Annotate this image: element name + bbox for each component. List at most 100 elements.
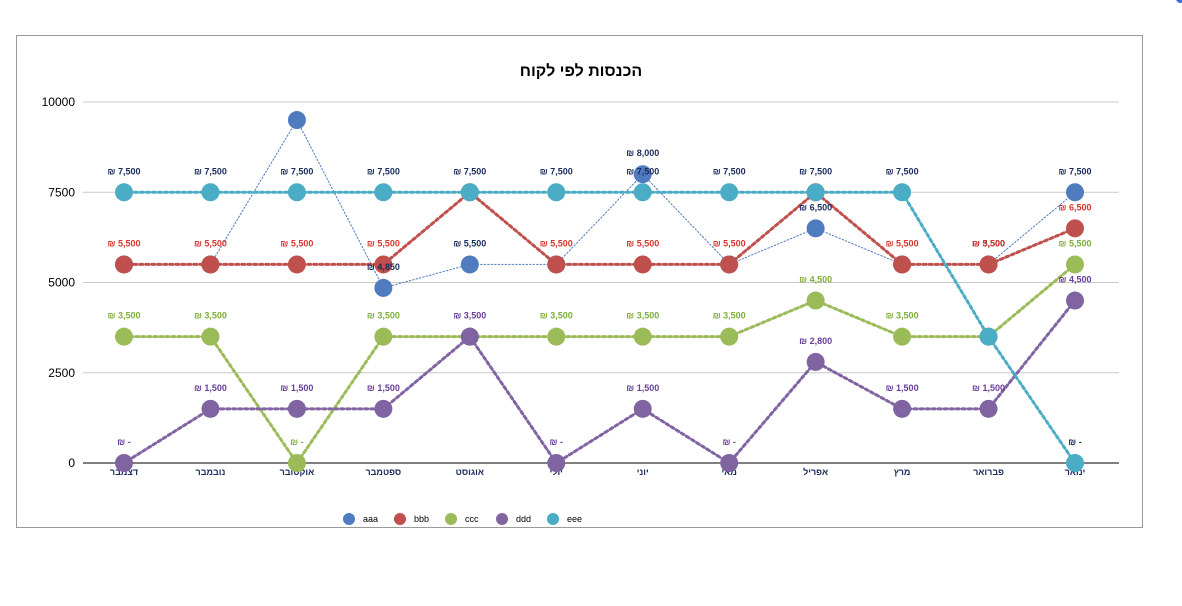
legend-item-bbb[interactable]: bbb (394, 513, 429, 525)
data-label-eee: ₪ 7,500 (886, 166, 919, 176)
y-tick-label: 5000 (48, 276, 75, 290)
data-label-aaa: ₪ 7,500 (1059, 166, 1092, 176)
data-label-ddd: ₪ 3,500 (453, 311, 486, 321)
y-tick-label: 0 (68, 456, 75, 470)
x-tick-label: נובמבר (196, 467, 226, 477)
legend-item-eee[interactable]: eee (547, 513, 582, 525)
x-tick-label: ספטמבר (365, 467, 401, 477)
x-tick-label: מרץ (894, 467, 911, 477)
legend-label-aaa: aaa (363, 514, 378, 524)
data-point-ccc (720, 327, 739, 346)
data-label-ccc: ₪ 3,500 (713, 311, 746, 321)
data-label-eee: ₪ 7,500 (367, 166, 400, 176)
data-point-bbb (201, 255, 220, 274)
data-point-aaa (1066, 183, 1084, 202)
data-point-eee (979, 327, 998, 346)
series-line-ddd (122, 299, 1077, 466)
data-label-ccc: ₪ 3,500 (367, 311, 400, 321)
x-tick-label: פברואר (973, 467, 1004, 477)
data-point-ddd (633, 399, 652, 418)
data-point-ccc (115, 327, 133, 346)
legend-label-ddd: ddd (516, 514, 531, 524)
data-label-ddd: ₪ 1,500 (886, 383, 919, 393)
data-label-ccc: ₪ - (290, 437, 303, 447)
data-point-ddd (460, 327, 479, 346)
data-point-eee (287, 183, 306, 202)
data-label-bbb: ₪ 5,500 (886, 238, 919, 248)
data-point-ccc (201, 327, 220, 346)
data-point-bbb (633, 255, 652, 274)
data-label-eee: ₪ 7,500 (108, 166, 141, 176)
data-label-aaa: ₪ 8,000 (626, 148, 659, 158)
data-point-ddd (287, 399, 306, 418)
data-label-bbb: ₪ 5,500 (972, 238, 1005, 248)
data-label-ccc: ₪ 4,500 (799, 275, 832, 285)
data-point-aaa (287, 111, 306, 130)
data-point-ccc (547, 327, 566, 346)
data-label-bbb: ₪ 6,500 (1059, 202, 1092, 212)
data-label-ddd: ₪ 4,500 (1059, 275, 1092, 285)
legend[interactable]: aaa bbb ccc ddd eee (343, 513, 582, 525)
series-plot-area (115, 111, 1084, 472)
data-point-bbb (893, 255, 912, 274)
data-label-ccc: ₪ 3,500 (626, 311, 659, 321)
legend-label-eee: eee (567, 514, 582, 524)
data-point-bbb (115, 255, 133, 274)
data-label-bbb: ₪ 5,500 (540, 238, 573, 248)
x-tick-label: יוני (637, 467, 649, 477)
legend-item-aaa[interactable]: aaa (343, 513, 378, 525)
data-label-ddd: ₪ 1,500 (194, 383, 227, 393)
data-point-ddd (1066, 291, 1084, 310)
data-point-ddd (115, 454, 133, 472)
data-label-eee: ₪ 7,500 (713, 166, 746, 176)
data-point-ddd (806, 352, 825, 371)
data-label-eee: ₪ 7,500 (280, 166, 313, 176)
legend-label-ccc: ccc (465, 514, 479, 524)
data-label-eee: ₪ 7,500 (453, 166, 486, 176)
data-point-eee (115, 183, 133, 202)
y-axis-ticks: 0 2500 5000 7500 10000 (42, 95, 76, 470)
data-point-eee (633, 183, 652, 202)
data-point-eee (1066, 454, 1084, 472)
data-label-ddd: ₪ - (722, 437, 735, 447)
legend-item-ccc[interactable]: ccc (445, 513, 479, 525)
data-label-aaa: ₪ 6,500 (799, 202, 832, 212)
data-label-ddd: ₪ - (117, 437, 130, 447)
series-line-bbb (122, 190, 1077, 266)
data-label-aaa: ₪ 4,850 (367, 262, 400, 272)
legend-marker-ccc (445, 513, 457, 525)
x-axis-ticks: ינוארפברוארמרץאפרילמאייונייוליאוגוסטספטמ… (110, 467, 1085, 477)
legend-label-bbb: bbb (414, 514, 429, 524)
data-point-bbb (1066, 219, 1084, 238)
data-point-ccc (1066, 255, 1084, 274)
data-label-bbb: ₪ 5,500 (194, 238, 227, 248)
data-point-aaa (460, 255, 479, 274)
data-point-bbb (374, 255, 393, 274)
series-line-aaa (123, 119, 1076, 289)
data-point-eee (893, 183, 912, 202)
data-point-bbb (979, 255, 998, 274)
data-labels: ₪ 7,500 ₪ 3,500 ₪ 6,500 ₪ 8,000 ₪ 5,500 ₪ 4,8… (108, 148, 1092, 447)
data-point-bbb (720, 255, 739, 274)
data-point-bbb (287, 255, 306, 274)
data-point-ddd (979, 399, 998, 418)
data-label-eee: ₪ 7,500 (799, 166, 832, 176)
data-point-aaa (374, 278, 393, 297)
data-label-ccc: ₪ 3,500 (886, 311, 919, 321)
legend-item-ddd[interactable]: ddd (496, 513, 531, 525)
series-line-eee (122, 190, 1077, 465)
data-label-bbb: ₪ 5,500 (108, 238, 141, 248)
y-tick-label: 7500 (48, 185, 75, 199)
x-tick-label: אפריל (803, 467, 828, 477)
data-point-eee (374, 183, 393, 202)
data-point-ddd (893, 399, 912, 418)
data-label-eee: ₪ 7,500 (194, 166, 227, 176)
data-point-eee (720, 183, 739, 202)
data-point-aaa (633, 165, 652, 184)
data-label-eee: ₪ 7,500 (540, 166, 573, 176)
data-point-ddd (201, 399, 220, 418)
data-label-eee: ₪ 7,500 (626, 166, 659, 176)
data-point-ccc (287, 454, 306, 472)
data-label-ddd: ₪ - (550, 437, 563, 447)
